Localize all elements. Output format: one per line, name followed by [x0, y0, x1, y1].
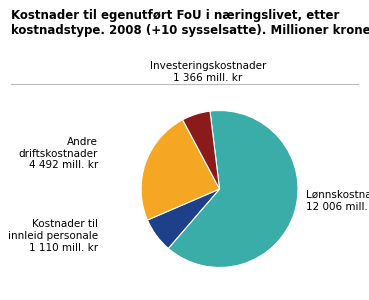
Wedge shape: [183, 111, 220, 189]
Text: Andre
driftskostnader
4 492 mill. kr: Andre driftskostnader 4 492 mill. kr: [18, 137, 98, 170]
Wedge shape: [148, 189, 220, 248]
Text: Kostnader til
innleid personale
1 110 mill. kr: Kostnader til innleid personale 1 110 mi…: [8, 220, 98, 253]
Text: Kostnader til egenutført FoU i næringslivet, etter
kostnadstype. 2008 (+10 sysse: Kostnader til egenutført FoU i næringsli…: [11, 9, 369, 37]
Text: Lønnskostnader
12 006 mill. kr: Lønnskostnader 12 006 mill. kr: [306, 190, 369, 212]
Text: Investeringskostnader
1 366 mill. kr: Investeringskostnader 1 366 mill. kr: [149, 61, 266, 83]
Wedge shape: [141, 120, 220, 220]
Wedge shape: [168, 110, 298, 268]
